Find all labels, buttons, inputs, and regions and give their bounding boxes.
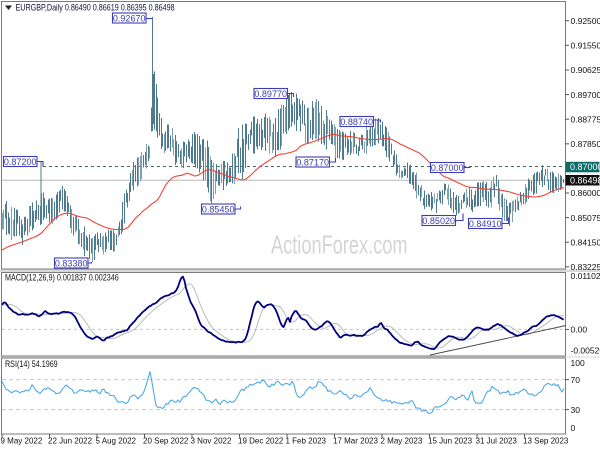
svg-text:0.92500: 0.92500: [571, 16, 600, 26]
svg-text:0.83225: 0.83225: [571, 262, 600, 272]
svg-text:100: 100: [571, 358, 585, 368]
svg-text:-0.005267: -0.005267: [571, 346, 600, 356]
svg-text:0.90625: 0.90625: [571, 65, 600, 75]
svg-text:20 Sep 2022: 20 Sep 2022: [143, 436, 189, 445]
svg-text:30: 30: [571, 405, 581, 415]
svg-text:0.85075: 0.85075: [571, 213, 600, 223]
svg-text:70: 70: [571, 375, 581, 385]
svg-text:EURGBP,Daily 0.86490 0.86619: EURGBP,Daily 0.86490 0.86619 0.86395 0.8…: [16, 3, 176, 13]
svg-text:0.84150: 0.84150: [571, 237, 600, 247]
svg-text:0.84910: 0.84910: [469, 219, 502, 229]
svg-text:0.00: 0.00: [571, 325, 588, 335]
svg-text:0.92670: 0.92670: [113, 13, 146, 23]
svg-text:17 Mar 2023: 17 Mar 2023: [333, 436, 378, 445]
svg-text:0.89770: 0.89770: [254, 89, 287, 99]
svg-text:0.87170: 0.87170: [296, 157, 329, 167]
svg-text:13 Sep 2023: 13 Sep 2023: [523, 436, 569, 445]
svg-text:0.91550: 0.91550: [571, 41, 600, 51]
svg-text:5 Aug 2022: 5 Aug 2022: [96, 436, 137, 445]
svg-text:0.83380: 0.83380: [55, 258, 88, 268]
svg-text:MACD(12,26,9) 0.001837 0.00234: MACD(12,26,9) 0.001837 0.002346: [5, 273, 119, 283]
svg-text:1 Feb 2023: 1 Feb 2023: [286, 436, 327, 445]
svg-text:0.85450: 0.85450: [202, 204, 235, 214]
svg-text:0.85020: 0.85020: [422, 216, 455, 226]
svg-text:0.87200: 0.87200: [4, 157, 37, 167]
svg-text:0.88740: 0.88740: [340, 117, 373, 127]
svg-text:0: 0: [571, 423, 576, 433]
svg-text:0.87000: 0.87000: [570, 162, 600, 172]
svg-text:0.89700: 0.89700: [571, 90, 600, 100]
svg-text:0.87000: 0.87000: [431, 163, 464, 173]
svg-text:0.86498: 0.86498: [570, 175, 600, 185]
svg-text:3 Nov 2022: 3 Nov 2022: [191, 436, 232, 445]
svg-text:2 May 2023: 2 May 2023: [381, 436, 423, 445]
svg-text:15 Jun 2023: 15 Jun 2023: [428, 436, 473, 445]
svg-text:22 Jun 2022: 22 Jun 2022: [48, 436, 93, 445]
svg-text:0.011027: 0.011027: [571, 271, 600, 281]
svg-text:19 Dec 2022: 19 Dec 2022: [238, 436, 284, 445]
svg-text:0.88775: 0.88775: [571, 114, 600, 124]
svg-text:0.86000: 0.86000: [571, 188, 600, 198]
svg-text:ActionForex.com: ActionForex.com: [271, 230, 408, 259]
svg-text:9 May 2022: 9 May 2022: [1, 436, 43, 445]
svg-text:0.87850: 0.87850: [571, 139, 600, 149]
svg-text:31 Jul 2023: 31 Jul 2023: [476, 436, 518, 445]
svg-text:RSI(14) 54.1969: RSI(14) 54.1969: [5, 359, 58, 369]
